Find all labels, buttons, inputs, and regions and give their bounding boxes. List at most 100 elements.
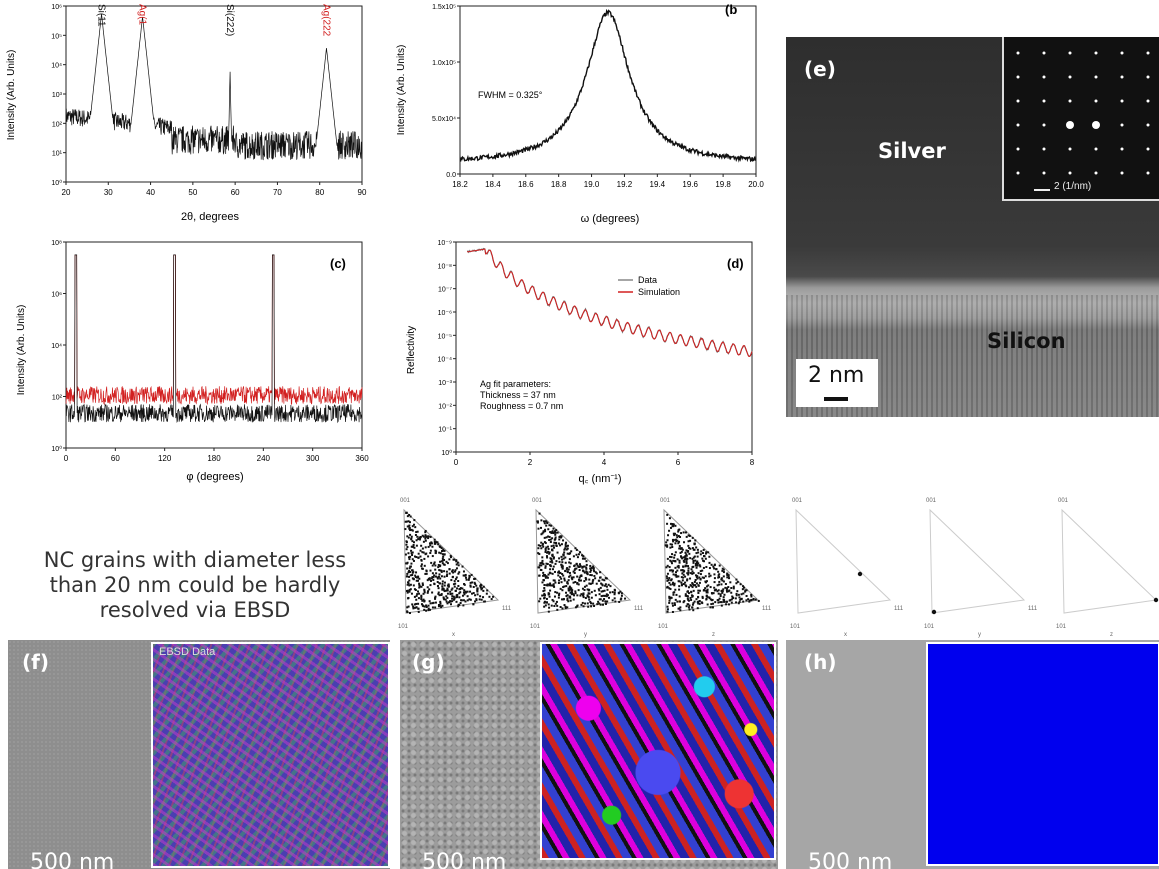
pole-point: [750, 599, 753, 602]
pole-point: [406, 581, 409, 584]
pole-point: [424, 572, 427, 575]
pole-point: [422, 540, 425, 543]
pole-point: [469, 585, 472, 588]
pole-point: [691, 586, 694, 589]
pole-point: [583, 580, 586, 583]
phi-black-series: [65, 254, 363, 424]
pole-point: [577, 583, 580, 586]
pole-point: [406, 610, 409, 613]
pole-point: [427, 555, 430, 558]
pole-point: [593, 574, 596, 577]
pole-point: [680, 576, 683, 579]
pole-point: [679, 609, 682, 612]
xrd-ytick-label: 10⁰: [51, 179, 62, 187]
panel-g-scale: 500 nm: [422, 850, 507, 869]
pole-point: [421, 583, 424, 586]
refl-ytick-label: 10⁻⁸: [438, 263, 452, 270]
phi-ytick-label: 10⁴: [51, 343, 62, 350]
pole-point: [590, 602, 593, 605]
pole-point: [581, 587, 584, 590]
pole-point: [418, 538, 421, 541]
pole-point: [607, 583, 610, 586]
pole-point: [617, 591, 620, 594]
pole-point: [452, 571, 455, 574]
pole-point: [669, 588, 672, 591]
rocking-xtick-label: 19.2: [617, 180, 633, 189]
pole-point: [461, 565, 464, 568]
pole-point: [677, 529, 680, 532]
pole-point: [408, 584, 411, 587]
panel-f-scale: 500 nm: [30, 850, 115, 869]
pole-point: [410, 535, 413, 538]
pole-point: [565, 545, 568, 548]
pole-point: [572, 581, 575, 584]
pole-point: [443, 549, 446, 552]
pole-point: [696, 564, 699, 567]
pole-point: [692, 602, 695, 605]
pole-point: [678, 544, 681, 547]
pole-point: [566, 547, 569, 550]
pole-point: [613, 588, 616, 591]
pole-point: [464, 591, 467, 594]
pole-point: [461, 587, 464, 590]
pole-point: [579, 574, 582, 577]
pole-point: [694, 574, 697, 577]
pole-point: [727, 590, 730, 593]
xrd-ytick-label: 10⁵: [51, 33, 62, 40]
pole-point: [464, 574, 467, 577]
pole-point: [440, 570, 443, 573]
pole-point: [566, 567, 569, 570]
pole-point: [722, 596, 725, 599]
pole-point: [473, 581, 476, 584]
pole-point: [483, 600, 486, 603]
pole-point: [427, 609, 430, 612]
pole-point: [694, 539, 697, 542]
pole-point: [701, 569, 704, 572]
refl-xtick-label: 6: [676, 458, 681, 467]
pole-point: [682, 565, 685, 568]
pole-point: [719, 601, 722, 604]
pole-point: [695, 566, 698, 569]
pole-point: [549, 589, 552, 592]
pole-point: [423, 557, 426, 560]
pole-point: [458, 596, 461, 599]
pole-point: [449, 590, 452, 593]
pole-point: [600, 582, 603, 585]
pole-point: [619, 598, 622, 601]
pole-point: [561, 558, 564, 561]
pole-point: [446, 596, 449, 599]
pole-point: [437, 587, 440, 590]
pole-point: [696, 577, 699, 580]
pole-point: [422, 605, 425, 608]
pole-point: [455, 563, 458, 566]
pole-point: [613, 597, 616, 600]
pole-point: [721, 569, 724, 572]
pole-point: [713, 573, 716, 576]
pole-point: [599, 576, 602, 579]
pole-point: [478, 598, 481, 601]
pole-point: [680, 550, 683, 553]
pole-point: [548, 552, 551, 555]
pole-point: [411, 558, 414, 561]
pole-point: [672, 569, 675, 572]
pole-point: [721, 567, 724, 570]
phi-ytick-label: 10⁶: [51, 292, 62, 299]
pole-point: [569, 574, 572, 577]
panel-f-label: (f): [22, 650, 49, 674]
pole-point: [431, 591, 434, 594]
pole-point: [419, 549, 422, 552]
pole-point: [441, 580, 444, 583]
pole-point: [708, 597, 711, 600]
pole-point: [451, 592, 454, 595]
pole-point: [705, 589, 708, 592]
pole-point: [545, 601, 548, 604]
pole-point: [406, 589, 409, 592]
pole-point: [717, 570, 720, 573]
pole-point: [424, 534, 427, 537]
pole-point: [576, 594, 579, 597]
pole-point: [465, 578, 468, 581]
pole-point: [701, 552, 704, 555]
pole-point: [451, 569, 454, 572]
pole-point: [687, 571, 690, 574]
pole-point: [732, 587, 735, 590]
